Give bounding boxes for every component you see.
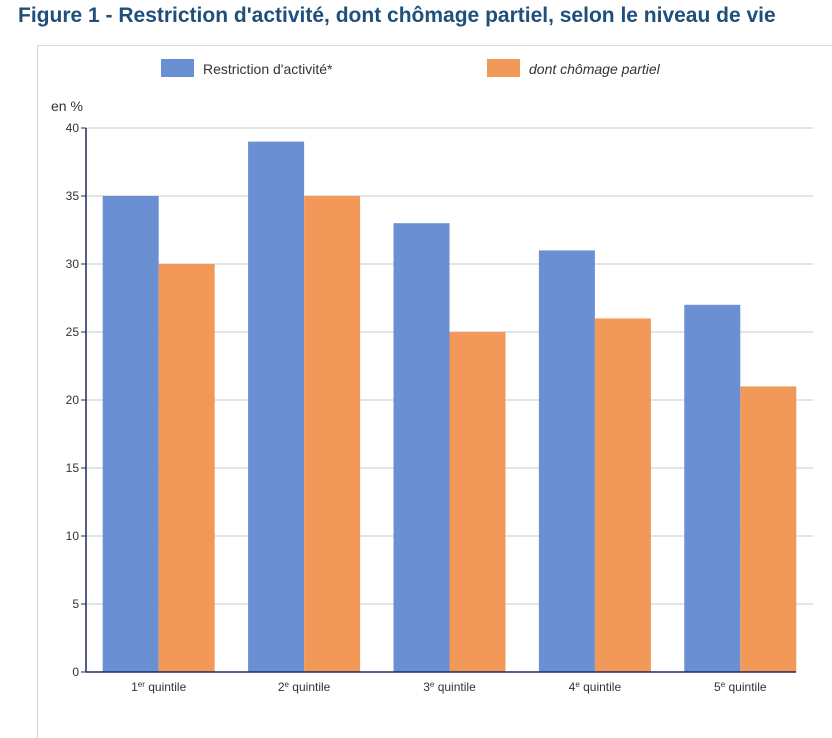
bar-chomage-5 xyxy=(740,386,797,672)
legend: Restriction d'activité* dont chômage part… xyxy=(161,59,661,77)
y-tick-label: 40 xyxy=(66,121,80,135)
bar-restriction-4 xyxy=(538,250,595,672)
legend-entry: Restriction d'activité* xyxy=(203,61,333,77)
legend-entry: dont chômage partiel xyxy=(529,61,661,77)
y-tick-label: 0 xyxy=(72,665,79,679)
bar-restriction-5 xyxy=(684,304,741,672)
y-tick-label: 30 xyxy=(66,257,80,271)
bar-restriction-3 xyxy=(393,223,450,672)
x-tick-label: 3e quintile xyxy=(423,680,476,694)
y-tick-label: 15 xyxy=(66,461,80,475)
y-tick-label: 20 xyxy=(66,393,80,407)
y-tick-label: 35 xyxy=(66,189,80,203)
legend-swatch xyxy=(487,59,520,77)
y-tick-labels: 0 5 10 15 20 25 30 35 40 xyxy=(66,121,80,679)
y-axis-label: en % xyxy=(51,98,83,114)
x-tick-labels: 1er quintile 2e quintile 3e quintile 4e qui… xyxy=(131,680,767,694)
figure-title: Figure 1 - Restriction d'activité, dont … xyxy=(18,4,776,27)
bar-restriction-1 xyxy=(102,196,159,672)
bar-chomage-2 xyxy=(304,196,361,672)
bars xyxy=(102,141,797,673)
y-tick-label: 25 xyxy=(66,325,80,339)
x-tick-label: 1er quintile xyxy=(131,680,187,694)
y-tick-label: 5 xyxy=(72,597,79,611)
bar-chomage-1 xyxy=(158,264,215,672)
y-tick-label: 10 xyxy=(66,529,80,543)
x-tick-label: 4e quintile xyxy=(569,680,622,694)
legend-swatch xyxy=(161,59,194,77)
bar-chomage-4 xyxy=(594,318,651,672)
x-tick-label: 2e quintile xyxy=(278,680,331,694)
x-tick-label: 5e quintile xyxy=(714,680,767,694)
bar-restriction-2 xyxy=(248,141,305,673)
bar-chomage-3 xyxy=(449,332,506,672)
axes xyxy=(81,127,796,673)
